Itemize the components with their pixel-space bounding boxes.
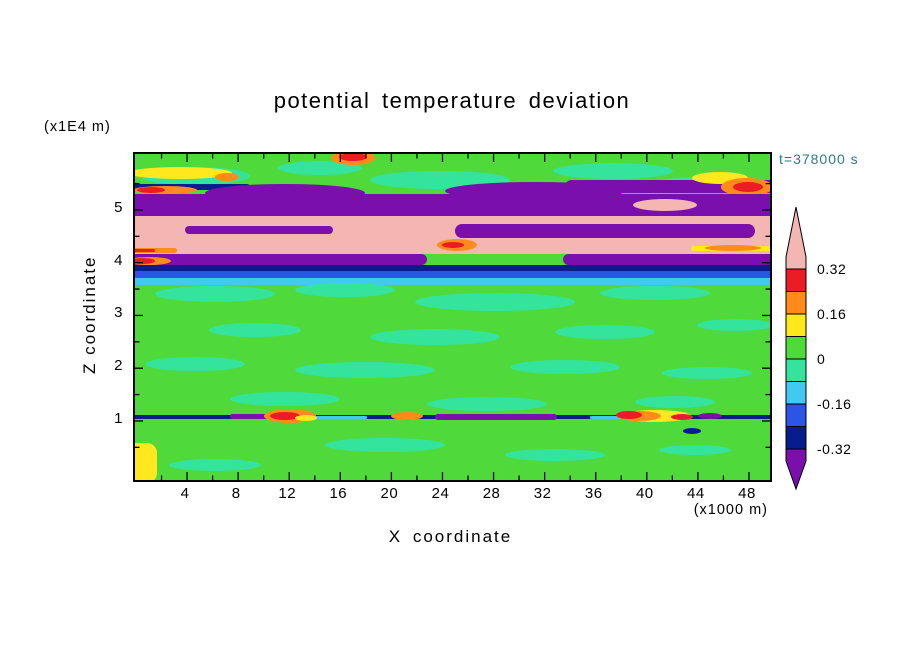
- x-tick-label: 4: [180, 485, 190, 502]
- contour-region-red: [339, 154, 367, 161]
- chart-title: potential temperature deviation: [273, 88, 631, 113]
- x-tick-label: 20: [380, 485, 399, 502]
- contour-field: [135, 154, 770, 480]
- z-tick-label: 1: [114, 409, 123, 427]
- x-tick-label: 28: [482, 485, 501, 502]
- contour-band-blue: [135, 271, 770, 278]
- contour-region-teal: [505, 449, 605, 461]
- contour-region-purple: [205, 184, 365, 202]
- x-tick-label: 44: [687, 485, 705, 502]
- contour-region-teal: [510, 360, 620, 374]
- contour-region-teal: [635, 396, 715, 408]
- contour-region-yellow: [135, 167, 232, 179]
- contour-region-teal: [659, 445, 731, 455]
- contour-region-red: [616, 411, 642, 419]
- y-axis-unit: (x1E4 m): [44, 119, 111, 135]
- colorbar-label: 0.32: [817, 261, 847, 277]
- colorbar-segment: [785, 426, 807, 450]
- contour-region-teal: [325, 438, 445, 452]
- contour-region-teal: [697, 319, 770, 331]
- colorbar-segment: [785, 358, 807, 382]
- z-tick-label: 5: [114, 198, 123, 216]
- contour-region-red: [442, 242, 464, 248]
- colorbar-segment: [785, 268, 807, 292]
- contour-region-purple: [698, 413, 722, 419]
- x-tick-label: 40: [635, 485, 654, 502]
- contour-region-teal: [230, 392, 340, 406]
- contour-band-navy: [135, 265, 770, 271]
- colorbar-label: -0.16: [817, 396, 852, 412]
- z-tick-label: 2: [114, 357, 123, 375]
- x-tick-label: 32: [533, 485, 552, 502]
- colorbar-label: 0.16: [817, 306, 847, 322]
- contour-band-purple: [563, 254, 770, 265]
- contour-region-red: [733, 182, 763, 192]
- colorbar-label: -0.32: [817, 441, 852, 457]
- x-tick-label: 36: [584, 485, 603, 502]
- contour-band-cyan: [135, 278, 770, 285]
- contour-region-orange: [391, 412, 423, 420]
- contour-region-orange: [215, 173, 239, 181]
- contour-region-teal: [600, 286, 710, 300]
- z-tick-label: 4: [114, 251, 123, 269]
- contour-band-purple: [185, 226, 333, 234]
- x-tick-label: 48: [738, 485, 756, 502]
- colorbar-label: 0: [817, 351, 826, 367]
- contour-region-teal: [662, 367, 752, 379]
- colorbar-segment: [785, 403, 807, 427]
- x-tick-label: 16: [329, 485, 348, 502]
- contour-region-teal: [415, 293, 575, 311]
- contour-region-teal: [555, 325, 655, 339]
- contour-region-red: [137, 187, 165, 193]
- colorbar-arrow-bottom: [785, 448, 807, 491]
- contour-region-pink: [633, 199, 697, 211]
- contour-region-teal: [295, 362, 435, 378]
- colorbar-segment: [785, 313, 807, 337]
- contour-band-purple: [455, 224, 755, 238]
- colorbar-arrow-top: [785, 206, 807, 270]
- contour-region-orange: [705, 245, 761, 251]
- x-axis-title: X coordinate: [388, 527, 513, 546]
- contour-band-purple: [135, 254, 427, 265]
- x-tick-label: 8: [231, 485, 241, 502]
- time-annotation: t=378000 s: [779, 151, 859, 167]
- z-tick-label: 3: [114, 304, 123, 322]
- contour-region-teal: [427, 397, 547, 411]
- contour-region-navy: [683, 428, 701, 434]
- x-tick-label: 24: [431, 485, 450, 502]
- x-axis-unit: (x1000 m): [693, 502, 768, 518]
- plot-frame: [133, 152, 772, 482]
- colorbar: 0.32 0.16 0 -0.16 -0.32: [783, 205, 878, 497]
- contour-region-purple: [445, 182, 625, 200]
- contour-band-red: [135, 249, 155, 252]
- colorbar-segment: [785, 381, 807, 405]
- contour-region-teal: [370, 329, 500, 345]
- contour-region-teal: [209, 323, 301, 337]
- contour-region-teal: [278, 161, 362, 175]
- contour-band-yellow: [135, 443, 157, 480]
- contour-region-teal: [169, 459, 261, 471]
- contour-region-teal: [145, 357, 245, 371]
- contour-region-red: [671, 414, 693, 420]
- contour-band-purple: [435, 414, 557, 420]
- contour-band-cyan: [315, 416, 367, 419]
- colorbar-segment: [785, 291, 807, 315]
- contour-region-yellow: [295, 415, 317, 421]
- contour-region-red: [270, 412, 300, 420]
- contour-region-teal: [553, 163, 673, 179]
- colorbar-scale: [785, 206, 807, 491]
- contour-region-teal: [295, 283, 395, 297]
- contour-region-teal: [155, 286, 275, 302]
- colorbar-segment: [785, 336, 807, 360]
- x-tick-label: 12: [278, 485, 297, 502]
